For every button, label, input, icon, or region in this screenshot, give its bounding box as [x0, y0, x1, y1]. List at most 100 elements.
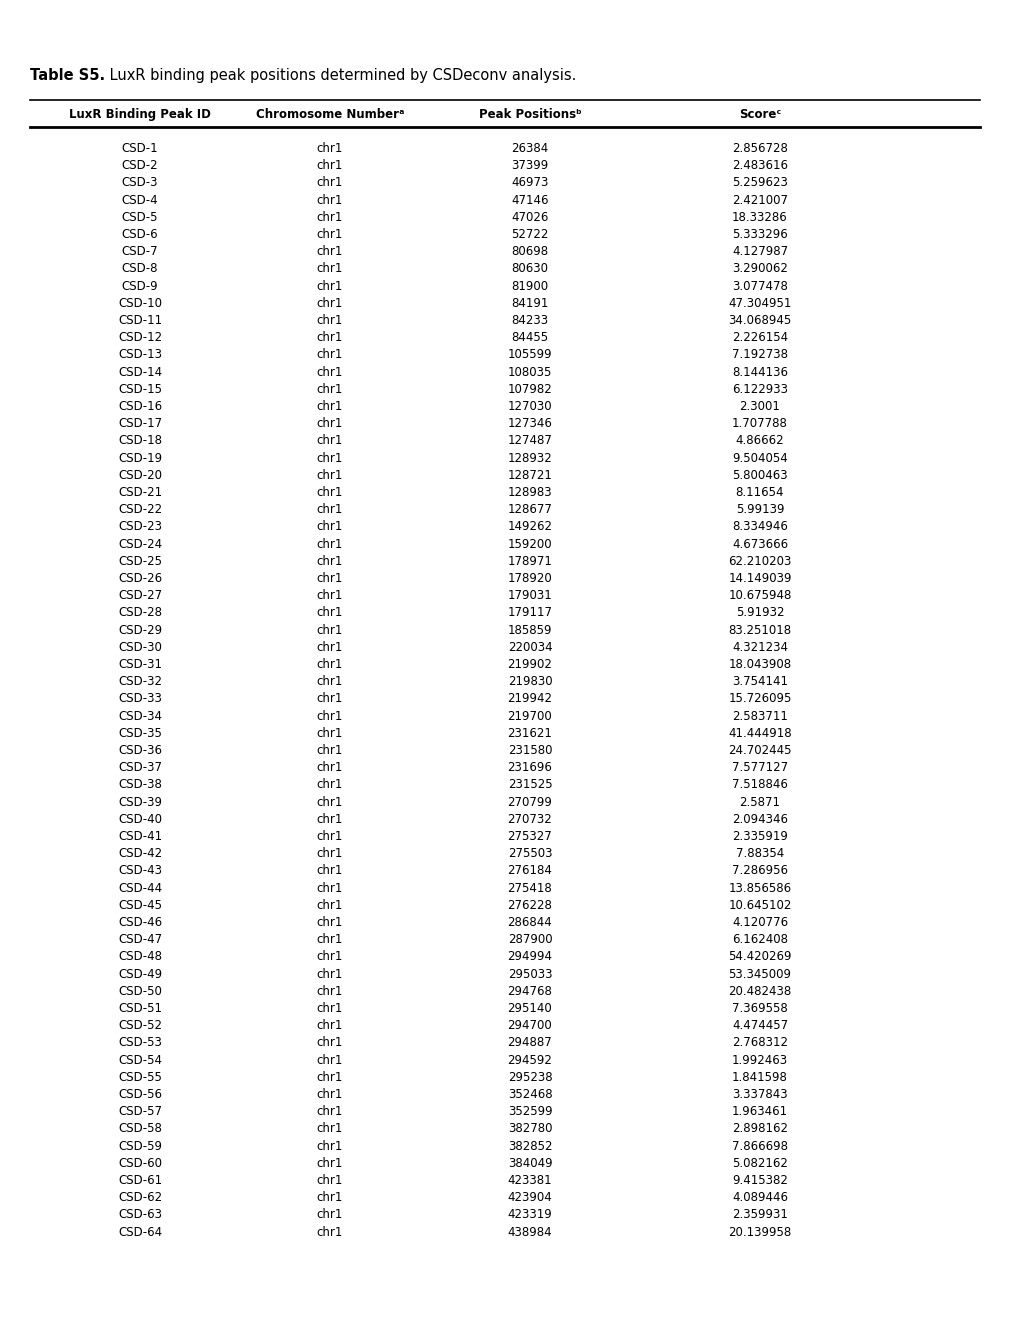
Text: chr1: chr1 [317, 177, 342, 189]
Text: 294700: 294700 [507, 1019, 552, 1032]
Text: 1.707788: 1.707788 [732, 417, 787, 430]
Text: CSD-43: CSD-43 [118, 865, 162, 878]
Text: Chromosome Numberᵃ: Chromosome Numberᵃ [256, 108, 404, 121]
Text: 80698: 80698 [511, 246, 548, 259]
Text: LuxR Binding Peak ID: LuxR Binding Peak ID [69, 108, 211, 121]
Text: 128983: 128983 [507, 486, 551, 499]
Text: CSD-11: CSD-11 [118, 314, 162, 327]
Text: CSD-57: CSD-57 [118, 1105, 162, 1118]
Text: chr1: chr1 [317, 727, 342, 739]
Text: CSD-33: CSD-33 [118, 693, 162, 705]
Text: CSD-40: CSD-40 [118, 813, 162, 826]
Text: 2.583711: 2.583711 [732, 710, 787, 722]
Text: 128721: 128721 [507, 469, 552, 482]
Text: chr1: chr1 [317, 916, 342, 929]
Text: 423381: 423381 [507, 1173, 551, 1187]
Text: 219700: 219700 [507, 710, 552, 722]
Text: 178920: 178920 [507, 572, 552, 585]
Text: 287900: 287900 [507, 933, 551, 946]
Text: 294994: 294994 [507, 950, 552, 964]
Text: 128677: 128677 [507, 503, 552, 516]
Text: CSD-51: CSD-51 [118, 1002, 162, 1015]
Text: 3.077478: 3.077478 [732, 280, 787, 293]
Text: chr1: chr1 [317, 968, 342, 981]
Text: chr1: chr1 [317, 503, 342, 516]
Text: 1.992463: 1.992463 [732, 1053, 788, 1067]
Text: CSD-37: CSD-37 [118, 762, 162, 775]
Text: CSD-1: CSD-1 [121, 143, 158, 154]
Text: CSD-30: CSD-30 [118, 640, 162, 653]
Text: CSD-44: CSD-44 [118, 882, 162, 895]
Text: CSD-36: CSD-36 [118, 744, 162, 756]
Text: chr1: chr1 [317, 882, 342, 895]
Text: LuxR binding peak positions determined by CSDeconv analysis.: LuxR binding peak positions determined b… [105, 69, 576, 83]
Text: chr1: chr1 [317, 297, 342, 310]
Text: 2.335919: 2.335919 [732, 830, 787, 843]
Text: 108035: 108035 [507, 366, 551, 379]
Text: chr1: chr1 [317, 417, 342, 430]
Text: chr1: chr1 [317, 710, 342, 722]
Text: 438984: 438984 [507, 1225, 551, 1238]
Text: chr1: chr1 [317, 693, 342, 705]
Text: 84191: 84191 [511, 297, 548, 310]
Text: chr1: chr1 [317, 160, 342, 172]
Text: 37399: 37399 [511, 160, 548, 172]
Text: 80630: 80630 [511, 263, 548, 276]
Text: CSD-46: CSD-46 [118, 916, 162, 929]
Text: CSD-60: CSD-60 [118, 1156, 162, 1170]
Text: 20.139958: 20.139958 [728, 1225, 791, 1238]
Text: 5.259623: 5.259623 [732, 177, 787, 189]
Text: CSD-22: CSD-22 [118, 503, 162, 516]
Text: 219830: 219830 [507, 676, 551, 688]
Text: 1.841598: 1.841598 [732, 1071, 787, 1084]
Text: 2.226154: 2.226154 [732, 331, 788, 345]
Text: 20.482438: 20.482438 [728, 985, 791, 998]
Text: Peak Positionsᵇ: Peak Positionsᵇ [478, 108, 581, 121]
Text: 5.99139: 5.99139 [735, 503, 784, 516]
Text: 219902: 219902 [507, 657, 552, 671]
Text: chr1: chr1 [317, 744, 342, 756]
Text: chr1: chr1 [317, 1002, 342, 1015]
Text: 294592: 294592 [507, 1053, 552, 1067]
Text: 34.068945: 34.068945 [728, 314, 791, 327]
Text: 7.192738: 7.192738 [732, 348, 788, 362]
Text: 3.754141: 3.754141 [732, 676, 788, 688]
Text: CSD-45: CSD-45 [118, 899, 162, 912]
Text: CSD-35: CSD-35 [118, 727, 162, 739]
Text: CSD-54: CSD-54 [118, 1053, 162, 1067]
Text: chr1: chr1 [317, 1071, 342, 1084]
Text: 62.210203: 62.210203 [728, 554, 791, 568]
Text: CSD-47: CSD-47 [118, 933, 162, 946]
Text: 2.483616: 2.483616 [732, 160, 788, 172]
Text: 286844: 286844 [507, 916, 552, 929]
Text: chr1: chr1 [317, 434, 342, 447]
Text: 18.33286: 18.33286 [732, 211, 787, 224]
Text: chr1: chr1 [317, 263, 342, 276]
Text: CSD-39: CSD-39 [118, 796, 162, 809]
Text: CSD-10: CSD-10 [118, 297, 162, 310]
Text: CSD-18: CSD-18 [118, 434, 162, 447]
Text: 47146: 47146 [511, 194, 548, 207]
Text: 2.856728: 2.856728 [732, 143, 787, 154]
Text: CSD-38: CSD-38 [118, 779, 162, 792]
Text: CSD-14: CSD-14 [118, 366, 162, 379]
Text: 18.043908: 18.043908 [728, 657, 791, 671]
Text: 382780: 382780 [507, 1122, 551, 1135]
Text: chr1: chr1 [317, 676, 342, 688]
Text: CSD-16: CSD-16 [118, 400, 162, 413]
Text: 53.345009: 53.345009 [728, 968, 791, 981]
Text: chr1: chr1 [317, 865, 342, 878]
Text: chr1: chr1 [317, 1036, 342, 1049]
Text: chr1: chr1 [317, 623, 342, 636]
Text: 13.856586: 13.856586 [728, 882, 791, 895]
Text: chr1: chr1 [317, 554, 342, 568]
Text: chr1: chr1 [317, 1191, 342, 1204]
Text: chr1: chr1 [317, 348, 342, 362]
Text: 9.415382: 9.415382 [732, 1173, 787, 1187]
Text: 8.11654: 8.11654 [735, 486, 784, 499]
Text: 2.359931: 2.359931 [732, 1208, 787, 1221]
Text: 179031: 179031 [507, 589, 552, 602]
Text: 179117: 179117 [507, 606, 552, 619]
Text: 47026: 47026 [511, 211, 548, 224]
Text: CSD-15: CSD-15 [118, 383, 162, 396]
